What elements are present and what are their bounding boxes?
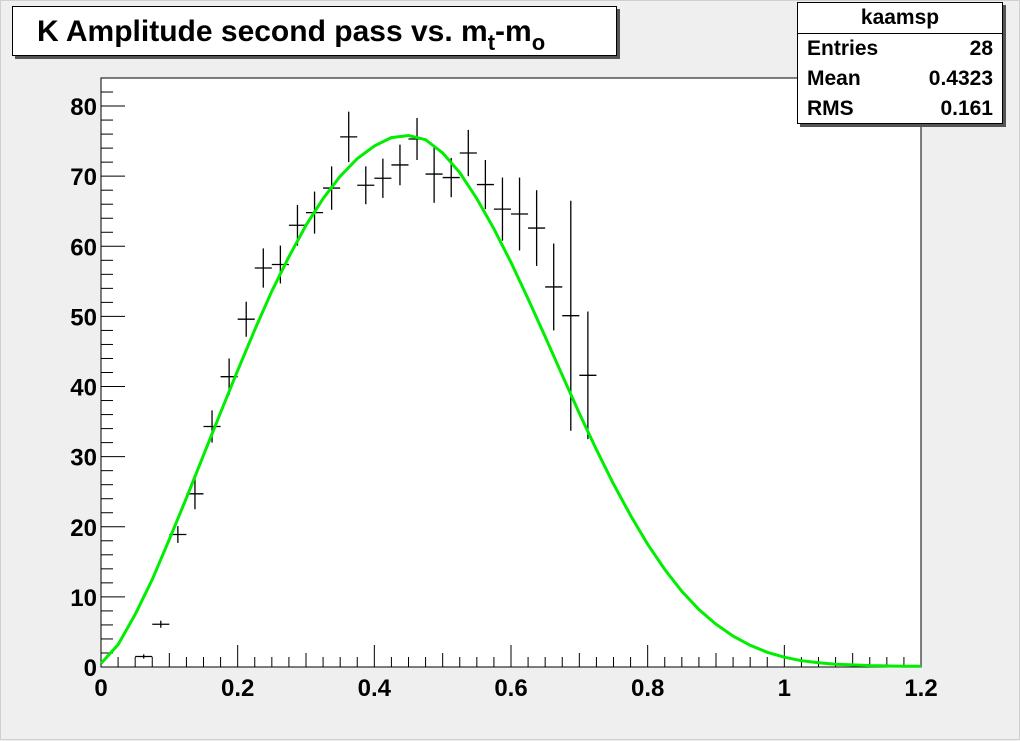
stats-row-rms: RMS 0.161 (807, 94, 993, 124)
data-point (152, 620, 170, 628)
stats-name: kaamsp (798, 3, 1002, 34)
chart-title: K Amplitude second pass vs. mt-mo (37, 15, 545, 56)
y-tick-label: 20 (70, 515, 97, 542)
data-point (528, 190, 546, 266)
data-point (391, 144, 409, 186)
x-tick-label: 0 (94, 675, 107, 702)
data-point (374, 158, 392, 198)
y-tick-label: 0 (84, 655, 97, 682)
y-tick-label: 50 (70, 304, 97, 331)
x-tick-label: 1.2 (904, 675, 937, 702)
stats-label: Entries (807, 37, 879, 60)
stats-label: RMS (807, 97, 854, 120)
axes: 0 0.2 0.4 0.6 0.8 1 1.2 0 10 20 30 40 50 60 70 80 (70, 77, 938, 702)
stats-value: 0.4323 (928, 67, 993, 90)
y-tick-label: 30 (70, 445, 97, 472)
title-sub-o: o (531, 30, 546, 55)
data-point (237, 301, 255, 337)
data-point (135, 654, 153, 659)
title-mid: -m (495, 15, 532, 48)
stats-box: kaamsp Entries 28 Mean 0.4323 RMS 0.161 (797, 2, 1003, 124)
stats-value: 28 (969, 37, 993, 60)
stats-row-mean: Mean 0.4323 (807, 64, 993, 94)
title-main: K Amplitude second pass vs. m (37, 15, 488, 48)
stats-row-entries: Entries 28 (807, 34, 993, 64)
data-point (579, 311, 597, 440)
stats-value: 0.161 (940, 97, 993, 120)
data-point (357, 166, 375, 205)
fit-curve (99, 133, 921, 668)
x-tick-label: 0.4 (358, 675, 392, 702)
y-tick-label: 10 (70, 585, 97, 612)
y-tick-label: 80 (70, 94, 97, 121)
title-box: K Amplitude second pass vs. mt-mo (12, 6, 617, 56)
data-point (476, 160, 494, 210)
data-point (340, 111, 358, 163)
title-sub-t: t (487, 30, 496, 55)
y-tick-label: 40 (70, 375, 97, 402)
x-tick-label: 0.6 (494, 675, 527, 702)
data-point (493, 177, 511, 241)
data-point (425, 145, 443, 203)
data-point (545, 243, 563, 331)
plot-area (100, 77, 922, 668)
x-tick-label: 0.8 (631, 675, 664, 702)
data-point (511, 177, 529, 251)
y-tick-label: 60 (70, 234, 97, 261)
data-point (459, 129, 477, 177)
stats-label: Mean (807, 67, 861, 90)
x-tick-label: 0.2 (221, 675, 254, 702)
data-point (254, 248, 272, 288)
x-tick-label: 1 (778, 675, 791, 702)
y-tick-label: 70 (70, 164, 97, 191)
